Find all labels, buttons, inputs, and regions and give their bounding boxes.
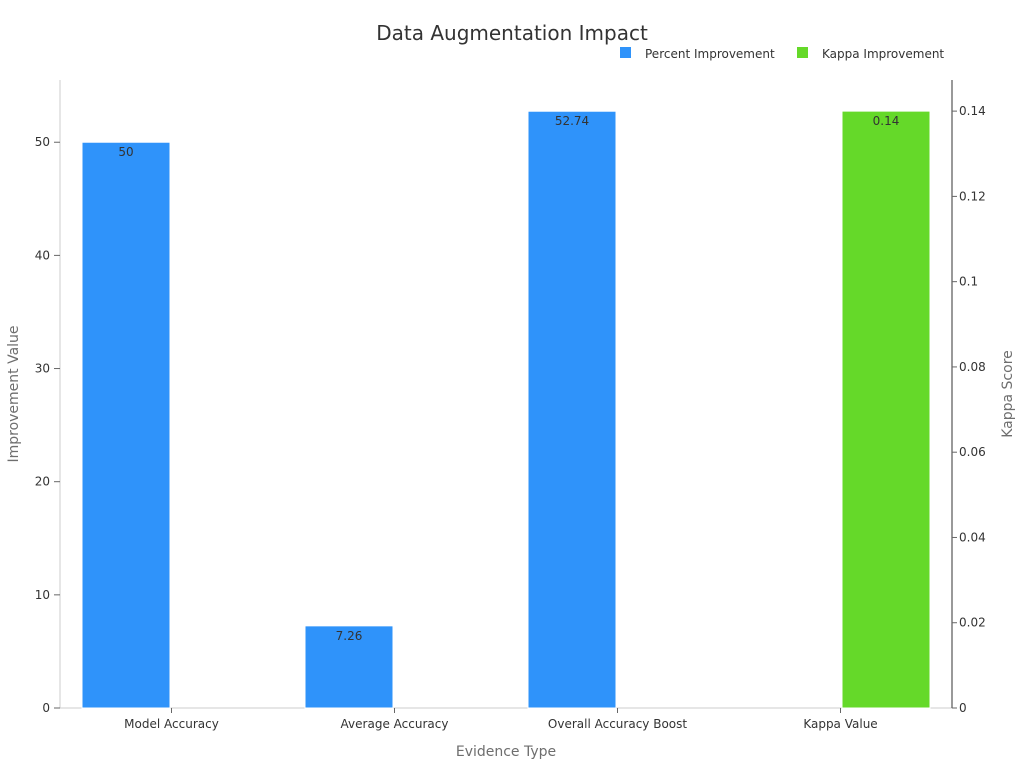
y-right-tick-label: 0.1: [959, 275, 978, 289]
bar-percent-improvement: [304, 625, 394, 709]
legend-label: Kappa Improvement: [822, 47, 944, 61]
y-right-tick-label: 0.04: [959, 530, 986, 544]
legend-swatch: [797, 47, 808, 58]
y-right-tick-label: 0.14: [959, 104, 986, 118]
y-axis-right-title: Kappa Score: [1000, 350, 1016, 438]
y-left-tick-label: 50: [35, 135, 50, 149]
bar-value-label: 7.26: [336, 629, 363, 643]
x-tick-label: Overall Accuracy Boost: [548, 717, 687, 731]
y-axis-right-ticks: 0 0.02 0.04 0.06 0.08 0.1 0.12 0.14: [952, 104, 986, 715]
legend: Percent Improvement Kappa Improvement: [620, 47, 944, 61]
y-right-tick-label: 0: [959, 701, 967, 715]
y-axis-left-title: Improvement Value: [6, 325, 22, 462]
bar-percent-improvement: [81, 141, 171, 709]
x-tick-label: Average Accuracy: [341, 717, 449, 731]
bar-kappa-improvement: [841, 110, 931, 709]
y-left-tick-label: 0: [42, 701, 50, 715]
legend-swatch: [620, 47, 631, 58]
y-axis-left-ticks: 0 10 20 30 40 50: [35, 135, 60, 715]
y-left-tick-label: 40: [35, 248, 50, 262]
bar-value-label: 0.14: [873, 114, 900, 128]
legend-label: Percent Improvement: [645, 47, 775, 61]
bar-value-label: 50: [118, 145, 133, 159]
y-right-tick-label: 0.08: [959, 360, 986, 374]
y-right-tick-label: 0.12: [959, 189, 986, 203]
y-left-tick-label: 10: [35, 588, 50, 602]
data-labels: 50 7.26 52.74 0.14: [118, 114, 899, 643]
y-left-tick-label: 30: [35, 362, 50, 376]
y-left-tick-label: 20: [35, 475, 50, 489]
chart-title: Data Augmentation Impact: [376, 21, 648, 45]
y-right-tick-label: 0.06: [959, 445, 986, 459]
x-axis-title: Evidence Type: [456, 744, 556, 760]
axes: [59, 80, 953, 709]
bar-percent-improvement: [527, 110, 617, 709]
y-right-tick-label: 0.02: [959, 616, 986, 630]
bars: [81, 110, 931, 709]
x-tick-label: Model Accuracy: [124, 717, 219, 731]
x-axis-ticks: Model Accuracy Average Accuracy Overall Ac…: [124, 708, 878, 731]
x-tick-label: Kappa Value: [803, 717, 877, 731]
bar-value-label: 52.74: [555, 114, 589, 128]
